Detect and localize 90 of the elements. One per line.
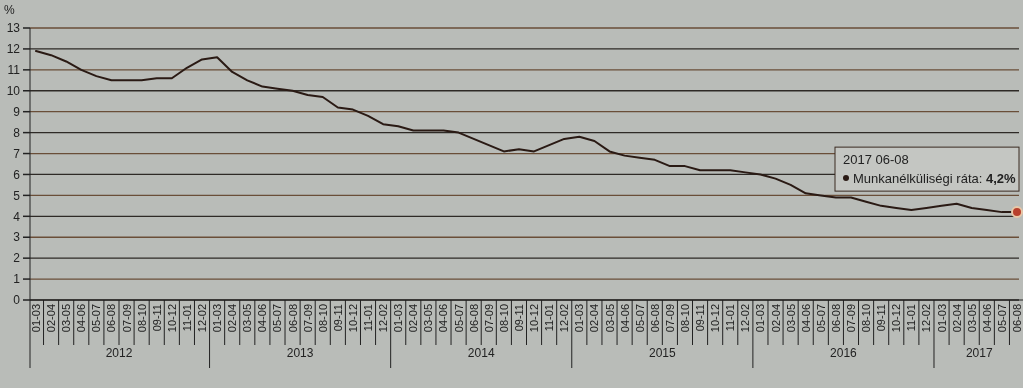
x-tick-label: 04-06: [256, 304, 269, 333]
x-tick-label: 08-10: [678, 304, 691, 333]
x-tick-label: 03-05: [965, 304, 978, 333]
x-tick-label: 06-08: [105, 304, 118, 333]
x-tick-label: 06-08: [1011, 304, 1023, 333]
x-tick-label: 02-04: [226, 304, 239, 333]
y-tick-label: 2: [13, 251, 21, 266]
x-tick-label: 07-09: [301, 304, 314, 333]
text: 2014: [467, 346, 495, 360]
x-tick-label: 03-05: [784, 304, 797, 333]
y-tick-label: 0: [13, 293, 21, 308]
x-tick-label: 10-12: [528, 304, 541, 333]
x-tick-label: 04-06: [618, 304, 631, 333]
y-tick-label: 12: [6, 42, 21, 57]
x-tick-label: 05-07: [814, 304, 827, 333]
text: 2012: [105, 346, 133, 360]
x-tick-label: 06-08: [829, 304, 842, 333]
x-tick-label: 07-09: [120, 304, 133, 333]
x-tick-label: 08-10: [860, 304, 873, 333]
x-tick-label: 05-07: [633, 304, 646, 333]
y-tick-label: 13: [6, 21, 21, 36]
annotation: 2017 06-08: [843, 152, 909, 168]
text: 2015: [648, 346, 676, 360]
x-tick-label: 05-07: [90, 304, 103, 333]
x-tick-label: 02-04: [407, 304, 420, 333]
x-tick-label: 03-05: [241, 304, 254, 333]
x-tick-label: 12-02: [558, 304, 571, 333]
x-tick-label: 06-08: [467, 304, 480, 333]
y-tick-label: 4: [13, 209, 21, 224]
y-tick-label: 9: [13, 104, 21, 119]
x-tick-label: 02-04: [588, 304, 601, 333]
x-tick-label: 01-03: [935, 304, 948, 333]
x-tick-label: 07-09: [482, 304, 495, 333]
x-tick-label: 07-09: [663, 304, 676, 333]
x-tick-label: 08-10: [135, 304, 148, 333]
data-label: 4,2%: [985, 171, 1017, 187]
x-tick-label: 02-04: [45, 304, 58, 333]
x-tick-label: 11-01: [180, 304, 193, 332]
x-tick-label: 04-06: [980, 304, 993, 333]
x-tick-label: 01-03: [211, 304, 224, 333]
x-tick-label: 01-03: [573, 304, 586, 333]
x-tick-label: 12-02: [920, 304, 933, 333]
x-tick-label: 08-10: [497, 304, 510, 333]
x-tick-label: 10-12: [890, 304, 903, 333]
y-tick-label: 11: [7, 63, 21, 78]
y-tick-label: 6: [13, 167, 21, 182]
x-tick-label: 02-04: [950, 304, 963, 333]
x-tick-label: 08-10: [316, 304, 329, 333]
x-tick-label: 12-02: [739, 304, 752, 333]
x-tick-label: 01-03: [392, 304, 405, 333]
y-tick-label: 5: [13, 188, 21, 203]
text: 2017: [965, 346, 993, 360]
x-tick-label: 12-02: [377, 304, 390, 333]
x-tick-label: 01-03: [30, 304, 42, 333]
x-tick-label: 03-05: [603, 304, 616, 333]
x-tick-label: 11-01: [905, 304, 918, 332]
legend-label: Munkanélküliségi ráta:: [853, 171, 983, 187]
x-tick-label: 05-07: [995, 304, 1008, 333]
x-tick-label: 11-01: [543, 304, 556, 332]
x-tick-label: 03-05: [422, 304, 435, 333]
x-tick-label: 11-01: [362, 304, 375, 332]
x-tick-label: 06-08: [648, 304, 661, 333]
x-tick-label: 06-08: [286, 304, 299, 333]
x-tick-label: 09-11: [331, 304, 344, 332]
y-axis-title: %: [4, 3, 15, 17]
y-tick-label: 3: [13, 230, 21, 245]
x-tick-label: 10-12: [709, 304, 722, 333]
x-tick-label: 09-11: [512, 304, 525, 332]
x-tick-label: 10-12: [346, 304, 359, 333]
x-tick-label: 09-11: [875, 304, 888, 332]
x-tick-label: 04-06: [437, 304, 450, 333]
x-tick-label: 09-11: [694, 304, 707, 332]
y-tick-label: 10: [6, 83, 21, 98]
x-tick-label: 04-06: [75, 304, 88, 333]
x-tick-label: 05-07: [271, 304, 284, 333]
x-tick-label: 12-02: [196, 304, 209, 333]
x-tick-label: 07-09: [844, 304, 857, 333]
y-tick-label: 7: [13, 146, 21, 161]
x-tick-label: 04-06: [799, 304, 812, 333]
y-tick-label: 1: [13, 272, 21, 287]
x-tick-label: 10-12: [165, 304, 178, 333]
text: 2013: [286, 346, 314, 360]
x-tick-label: 03-05: [60, 304, 73, 333]
text: 2016: [830, 346, 858, 360]
x-tick-label: 05-07: [452, 304, 465, 333]
x-tick-label: 11-01: [724, 304, 737, 332]
x-tick-label: 01-03: [754, 304, 767, 333]
y-tick-label: 8: [13, 125, 21, 140]
x-tick-label: 09-11: [150, 304, 163, 332]
x-tick-label: 02-04: [769, 304, 782, 333]
